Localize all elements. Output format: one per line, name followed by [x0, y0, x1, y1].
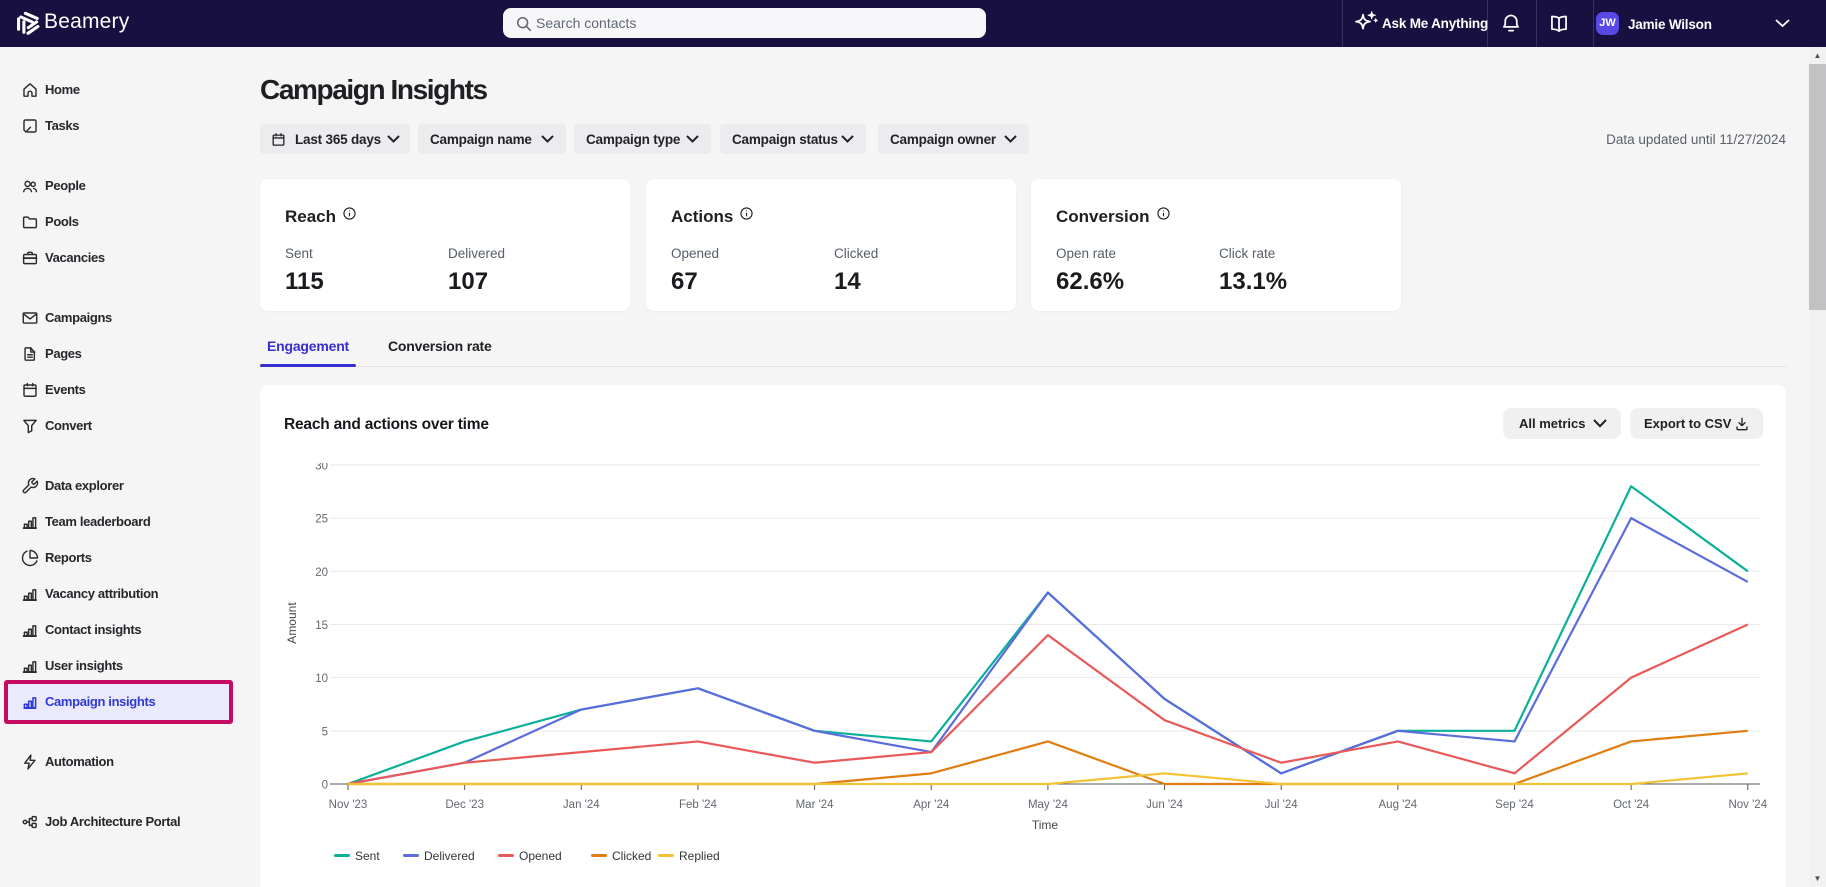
- svg-text:30: 30: [315, 463, 328, 472]
- svg-text:Jun '24: Jun '24: [1146, 799, 1183, 811]
- svg-text:5: 5: [322, 726, 328, 738]
- svg-text:Amount: Amount: [285, 602, 299, 644]
- svg-text:Time: Time: [1032, 818, 1059, 832]
- svg-text:25: 25: [315, 514, 328, 526]
- svg-text:Sep '24: Sep '24: [1495, 799, 1534, 811]
- svg-text:20: 20: [315, 567, 328, 579]
- svg-text:Nov '23: Nov '23: [329, 799, 368, 811]
- svg-text:Dec '23: Dec '23: [445, 799, 484, 811]
- svg-text:Mar '24: Mar '24: [796, 799, 835, 811]
- svg-text:Feb '24: Feb '24: [679, 799, 718, 811]
- svg-text:0: 0: [322, 780, 328, 792]
- svg-text:Jan '24: Jan '24: [563, 799, 600, 811]
- svg-text:Nov '24: Nov '24: [1728, 799, 1767, 811]
- svg-text:May '24: May '24: [1028, 799, 1069, 811]
- svg-text:10: 10: [315, 673, 328, 685]
- svg-text:15: 15: [315, 620, 328, 632]
- svg-text:Aug '24: Aug '24: [1379, 799, 1418, 811]
- svg-text:Jul '24: Jul '24: [1265, 799, 1298, 811]
- svg-text:Oct '24: Oct '24: [1613, 799, 1650, 811]
- svg-text:Apr '24: Apr '24: [913, 799, 950, 811]
